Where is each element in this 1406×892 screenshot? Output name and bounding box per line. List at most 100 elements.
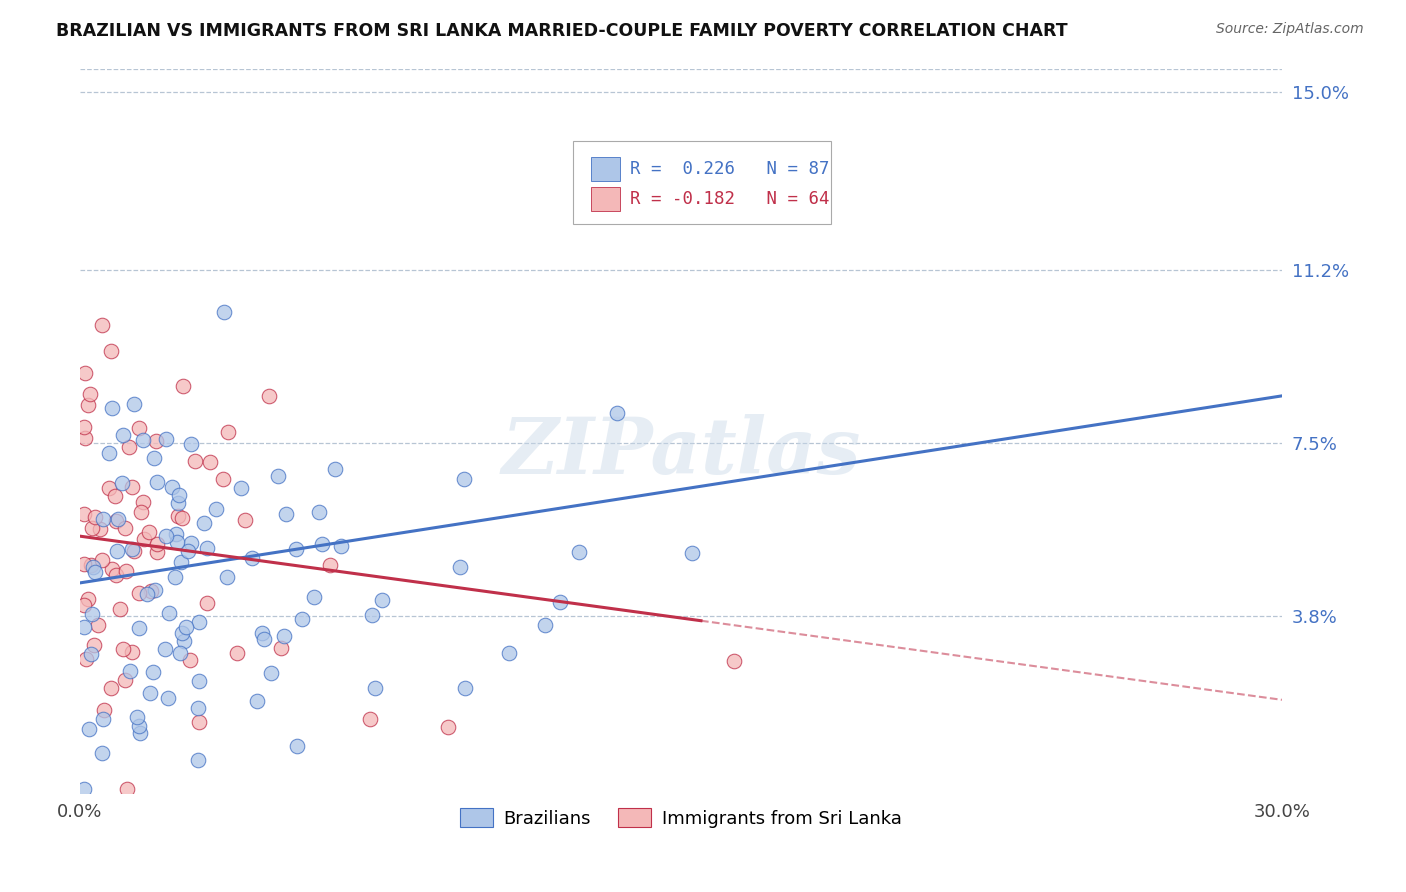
- Point: [329, 539, 352, 553]
- Text: ZIPatlas: ZIPatlas: [501, 415, 860, 491]
- Point: [129, 725, 152, 739]
- Point: [304, 590, 326, 604]
- Point: [107, 512, 129, 526]
- Point: [319, 558, 342, 573]
- Point: [170, 510, 193, 524]
- Point: [77, 722, 100, 736]
- Point: [165, 570, 187, 584]
- Point: [111, 427, 134, 442]
- Text: R = -0.182   N = 64: R = -0.182 N = 64: [630, 190, 830, 208]
- Point: [364, 681, 387, 695]
- Point: [105, 568, 128, 582]
- Point: [231, 481, 253, 495]
- Point: [179, 653, 201, 667]
- Point: [132, 434, 155, 448]
- Point: [360, 712, 382, 726]
- Point: [172, 626, 194, 640]
- Point: [166, 509, 188, 524]
- Point: [176, 620, 198, 634]
- Point: [187, 615, 209, 629]
- Point: [291, 612, 314, 626]
- Point: [100, 401, 122, 416]
- Point: [131, 505, 153, 519]
- Point: [172, 378, 194, 392]
- Point: [108, 602, 131, 616]
- Point: [257, 389, 280, 403]
- Point: [80, 520, 103, 534]
- Point: [165, 526, 187, 541]
- Point: [167, 496, 190, 510]
- Point: [80, 558, 103, 573]
- Point: [114, 520, 136, 534]
- Text: BRAZILIAN VS IMMIGRANTS FROM SRI LANKA MARRIED-COUPLE FAMILY POVERTY CORRELATION: BRAZILIAN VS IMMIGRANTS FROM SRI LANKA M…: [56, 22, 1069, 40]
- Point: [143, 450, 166, 465]
- Legend: Brazilians, Immigrants from Sri Lanka: Brazilians, Immigrants from Sri Lanka: [453, 801, 908, 835]
- Point: [177, 543, 200, 558]
- Point: [143, 582, 166, 597]
- Point: [73, 420, 96, 434]
- Point: [80, 647, 103, 661]
- Point: [128, 421, 150, 435]
- Point: [131, 495, 153, 509]
- Point: [101, 562, 124, 576]
- Point: [205, 501, 228, 516]
- Text: R =  0.226   N = 87: R = 0.226 N = 87: [630, 161, 830, 178]
- Point: [134, 533, 156, 547]
- Point: [87, 618, 110, 632]
- Point: [79, 387, 101, 401]
- Point: [142, 665, 165, 679]
- Point: [167, 488, 190, 502]
- Point: [568, 545, 591, 559]
- Point: [184, 454, 207, 468]
- Point: [136, 587, 159, 601]
- Point: [82, 560, 104, 574]
- Point: [285, 739, 308, 753]
- Point: [112, 641, 135, 656]
- Point: [212, 472, 235, 486]
- Point: [285, 541, 308, 556]
- Point: [73, 598, 96, 612]
- Point: [217, 425, 239, 439]
- Point: [193, 516, 215, 531]
- Point: [453, 472, 475, 486]
- Point: [93, 703, 115, 717]
- Point: [155, 529, 177, 543]
- Point: [723, 654, 745, 668]
- Point: [253, 632, 276, 646]
- Point: [498, 646, 520, 660]
- Point: [270, 640, 292, 655]
- Point: [233, 513, 256, 527]
- Point: [323, 462, 346, 476]
- Point: [311, 537, 333, 551]
- Point: [162, 479, 184, 493]
- Point: [118, 664, 141, 678]
- Point: [91, 318, 114, 333]
- Point: [73, 620, 96, 634]
- Point: [104, 489, 127, 503]
- Point: [550, 595, 572, 609]
- Point: [534, 617, 557, 632]
- FancyBboxPatch shape: [591, 157, 620, 181]
- Point: [105, 544, 128, 558]
- Point: [187, 753, 209, 767]
- Point: [360, 608, 382, 623]
- Point: [146, 536, 169, 550]
- Point: [156, 691, 179, 706]
- Point: [91, 746, 114, 760]
- Point: [146, 544, 169, 558]
- Point: [437, 720, 460, 734]
- Point: [198, 455, 221, 469]
- Point: [100, 344, 122, 359]
- Point: [75, 366, 97, 380]
- Point: [115, 564, 138, 578]
- FancyBboxPatch shape: [572, 141, 831, 225]
- Point: [273, 629, 295, 643]
- Point: [155, 641, 177, 656]
- Point: [195, 596, 218, 610]
- Point: [226, 646, 249, 660]
- Point: [93, 512, 115, 526]
- Point: [73, 507, 96, 521]
- Point: [606, 406, 628, 420]
- Point: [91, 712, 114, 726]
- Point: [128, 586, 150, 600]
